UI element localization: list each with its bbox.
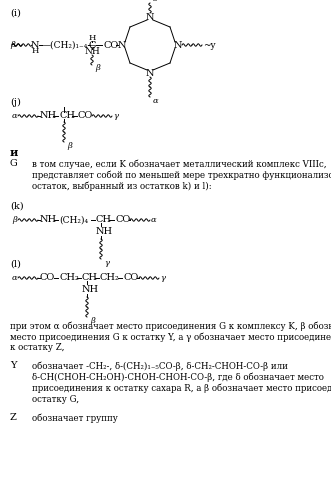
Text: CH: CH xyxy=(82,274,98,282)
Text: остатку G,: остатку G, xyxy=(32,394,79,404)
Text: (j): (j) xyxy=(10,98,21,106)
Text: H: H xyxy=(88,34,96,42)
Text: CH₂: CH₂ xyxy=(100,274,120,282)
Text: β: β xyxy=(12,216,17,224)
Text: CO: CO xyxy=(115,216,130,224)
Text: обозначает -CH₂-, δ-(CH₂)₁₋₅CO-β, δ-CH₂-CHOH-CO-β или: обозначает -CH₂-, δ-(CH₂)₁₋₅CO-β, δ-CH₂-… xyxy=(32,361,288,371)
Text: N: N xyxy=(146,68,154,78)
Text: β: β xyxy=(67,142,72,150)
Text: β: β xyxy=(95,64,100,72)
Text: CH: CH xyxy=(96,216,112,224)
Text: NH: NH xyxy=(96,228,113,236)
Text: обозначает группу: обозначает группу xyxy=(32,413,118,423)
Text: NH: NH xyxy=(40,112,57,120)
Text: N: N xyxy=(118,40,126,50)
Text: α: α xyxy=(151,216,157,224)
Text: в том случае, если K обозначает металлический комплекс VIIIc,: в том случае, если K обозначает металлич… xyxy=(32,159,327,169)
Text: H: H xyxy=(31,47,39,55)
Text: N: N xyxy=(31,40,39,50)
Text: γ: γ xyxy=(113,112,118,120)
Text: C: C xyxy=(88,40,96,50)
Text: γ: γ xyxy=(160,274,165,282)
Text: NH: NH xyxy=(82,286,99,294)
Text: Y: Y xyxy=(10,362,17,370)
Text: N: N xyxy=(174,40,182,50)
Text: CO: CO xyxy=(123,274,138,282)
Text: ε: ε xyxy=(153,0,158,3)
Text: CO: CO xyxy=(104,40,119,50)
Text: к остатку Z,: к остатку Z, xyxy=(10,344,65,352)
Text: присоединения к остатку сахара R, а β обозначает место присоединения к: присоединения к остатку сахара R, а β об… xyxy=(32,383,331,393)
Text: Z: Z xyxy=(10,414,17,422)
Text: ~y: ~y xyxy=(203,40,215,50)
Text: G: G xyxy=(10,160,18,168)
Text: и: и xyxy=(10,146,19,158)
Text: место присоединения G к остатку Y, а γ обозначает место присоединения G: место присоединения G к остатку Y, а γ о… xyxy=(10,332,331,342)
Text: при этом α обозначает место присоединения G к комплексу K, β обозначает: при этом α обозначает место присоединени… xyxy=(10,322,331,331)
Text: остаток, выбранный из остатков k) и l):: остаток, выбранный из остатков k) и l): xyxy=(32,181,212,190)
Text: α: α xyxy=(153,97,159,105)
Text: (l): (l) xyxy=(10,260,21,268)
Text: CH₂: CH₂ xyxy=(59,274,79,282)
Text: NH: NH xyxy=(84,48,100,56)
Text: β: β xyxy=(90,317,95,325)
Text: N: N xyxy=(146,12,154,22)
Text: CO: CO xyxy=(40,274,55,282)
Text: α: α xyxy=(12,274,18,282)
Text: β: β xyxy=(10,41,15,49)
Text: —(CH₂)₁₋₄—: —(CH₂)₁₋₄— xyxy=(42,40,97,50)
Text: γ: γ xyxy=(104,259,109,267)
Text: NH: NH xyxy=(40,216,57,224)
Text: представляет собой по меньшей мере трехкратно функционализованный: представляет собой по меньшей мере трехк… xyxy=(32,170,331,180)
Text: (CH₂)₄: (CH₂)₄ xyxy=(59,216,88,224)
Text: δ-CH(CHOH-CH₂OH)-CHOH-CHOH-CO-β, где δ обозначает место: δ-CH(CHOH-CH₂OH)-CHOH-CHOH-CO-β, где δ о… xyxy=(32,372,324,382)
Text: α: α xyxy=(12,112,18,120)
Text: CO: CO xyxy=(78,112,93,120)
Text: (k): (k) xyxy=(10,202,24,210)
Text: CH: CH xyxy=(59,112,75,120)
Text: (i): (i) xyxy=(10,8,21,18)
